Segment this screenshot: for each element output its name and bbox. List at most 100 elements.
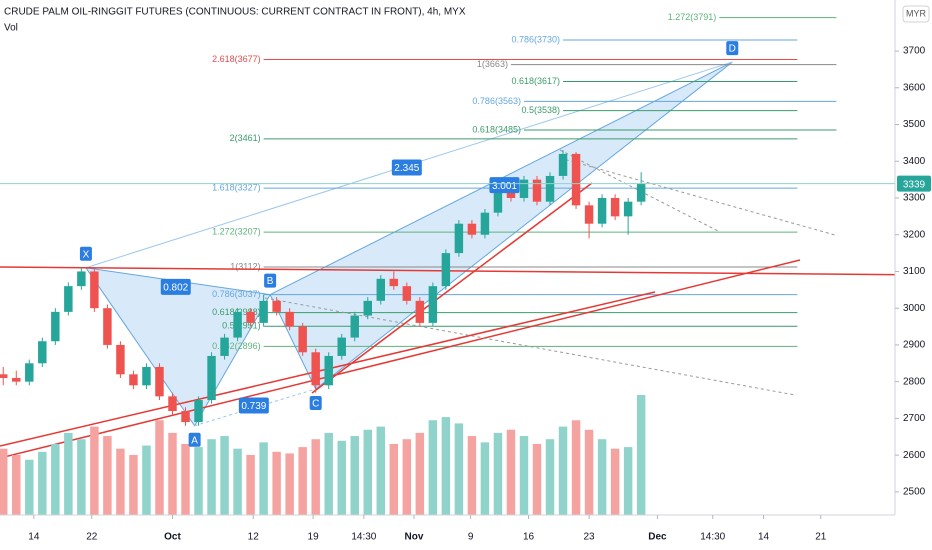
- x-tick-label: 19: [308, 532, 320, 543]
- point-label: D: [729, 44, 736, 55]
- fib-label: 1.272(3791): [668, 12, 717, 22]
- y-tick-label: 3600: [903, 82, 926, 93]
- candle-body: [220, 337, 229, 356]
- volume-bar: [155, 420, 164, 515]
- y-tick-label: 3300: [903, 193, 926, 204]
- candle-body: [337, 337, 346, 356]
- y-tick-label: 3100: [903, 266, 926, 277]
- candle-body: [142, 366, 151, 386]
- x-tick-label: Dec: [648, 532, 667, 543]
- candle-body: [64, 286, 73, 312]
- volume-bar: [623, 447, 633, 515]
- x-tick-label: 14:30: [351, 532, 376, 543]
- fib-label: 2(3461): [230, 133, 261, 143]
- candle-body: [0, 374, 8, 378]
- y-tick-label: 3700: [903, 46, 926, 57]
- x-tick-label: 14: [28, 532, 40, 543]
- y-tick-label: 2500: [903, 486, 926, 497]
- ratio-label: 0.739: [241, 401, 266, 412]
- point-label: A: [191, 435, 198, 446]
- volume-bar: [64, 432, 73, 515]
- volume-bar: [285, 453, 294, 515]
- candle-body: [597, 197, 607, 224]
- x-tick-label: 21: [815, 532, 827, 543]
- volume-bar: [428, 420, 438, 515]
- volume-bar: [116, 448, 125, 515]
- volume-bar: [129, 455, 138, 515]
- fib-layer: 1.272(3791) 0.786(3730) 2.618(3677) 1(3663)…: [212, 12, 837, 351]
- candle-body: [233, 311, 242, 338]
- volume-bar: [519, 436, 529, 515]
- volume-bar: [77, 439, 86, 515]
- x-tick-label: 16: [523, 532, 535, 543]
- volume-bar: [545, 439, 555, 515]
- volume-bar: [90, 426, 99, 515]
- candle-body: [558, 153, 568, 176]
- volume-bar: [506, 429, 516, 515]
- point-badge: [264, 273, 277, 288]
- fib-label: 2.618(3677): [212, 54, 261, 64]
- volume-bar: [25, 459, 34, 515]
- volume-bar: [480, 442, 490, 515]
- candle-body: [415, 300, 425, 323]
- volume-bar: [363, 429, 372, 515]
- candle-body: [350, 315, 359, 338]
- candle-body: [285, 311, 294, 327]
- y-tick-label: 2800: [903, 376, 926, 387]
- volume-bar: [610, 448, 620, 515]
- candle-body: [636, 183, 646, 202]
- x-tick-label: 14:30: [700, 532, 725, 543]
- candle-body: [324, 355, 333, 386]
- fib-label: 1(3112): [230, 261, 260, 271]
- fib-label: 0.382(2896): [212, 341, 261, 351]
- volume-bar: [311, 439, 320, 515]
- y-tick-label: 3500: [903, 119, 926, 130]
- currency-box[interactable]: [902, 5, 930, 23]
- fib-label: 0.618(3617): [511, 76, 560, 86]
- volume-bar: [584, 429, 594, 515]
- candle-layer: [0, 150, 646, 426]
- price-axis-bg: [895, 0, 932, 550]
- volume-bar: [532, 443, 542, 515]
- candle-body: [298, 326, 307, 353]
- volume-bar: [558, 426, 568, 515]
- y-tick-label: 3400: [903, 156, 926, 167]
- x-tick-label: 14: [758, 532, 770, 543]
- point-badge: [309, 396, 322, 411]
- volume-bar: [220, 436, 229, 515]
- candle-body: [623, 201, 633, 217]
- fib-label: 0.618(3485): [472, 124, 521, 134]
- candle-body: [480, 212, 490, 235]
- x-tick-label: Oct: [164, 532, 181, 543]
- volume-bar: [194, 447, 203, 515]
- candle-body: [402, 286, 412, 301]
- fib-label: 0.786(3730): [511, 34, 560, 44]
- x-tick-label: 22: [86, 532, 98, 543]
- trend-line: [0, 259, 801, 459]
- ratio-badge: [160, 278, 191, 295]
- candle-body: [181, 411, 190, 423]
- candle-body: [311, 352, 320, 386]
- volume-bar: [571, 420, 581, 515]
- currency[interactable]: MYR: [906, 8, 927, 18]
- x-tick-label: 23: [584, 532, 596, 543]
- candle-body: [77, 271, 86, 287]
- y-tick-label: 3000: [903, 303, 926, 314]
- y-tick-label: 2900: [903, 340, 926, 351]
- volume-bar: [298, 447, 307, 515]
- candle-body: [363, 300, 372, 316]
- candle-body: [454, 223, 464, 254]
- candle-body: [610, 197, 620, 217]
- volume-layer: [0, 395, 646, 515]
- volume-bar: [402, 439, 412, 515]
- volume-bar: [233, 448, 242, 515]
- volume-bar: [103, 436, 112, 515]
- volume-bar: [0, 448, 8, 515]
- candle-body: [25, 363, 34, 382]
- point-badge: [726, 41, 739, 56]
- volume-bar: [350, 436, 359, 515]
- axis-layer: 2500 2600 2700 2800 2900 3000 3100 3200 3300 3400…: [0, 46, 931, 543]
- candle-body: [129, 374, 138, 386]
- candle-body: [168, 396, 177, 412]
